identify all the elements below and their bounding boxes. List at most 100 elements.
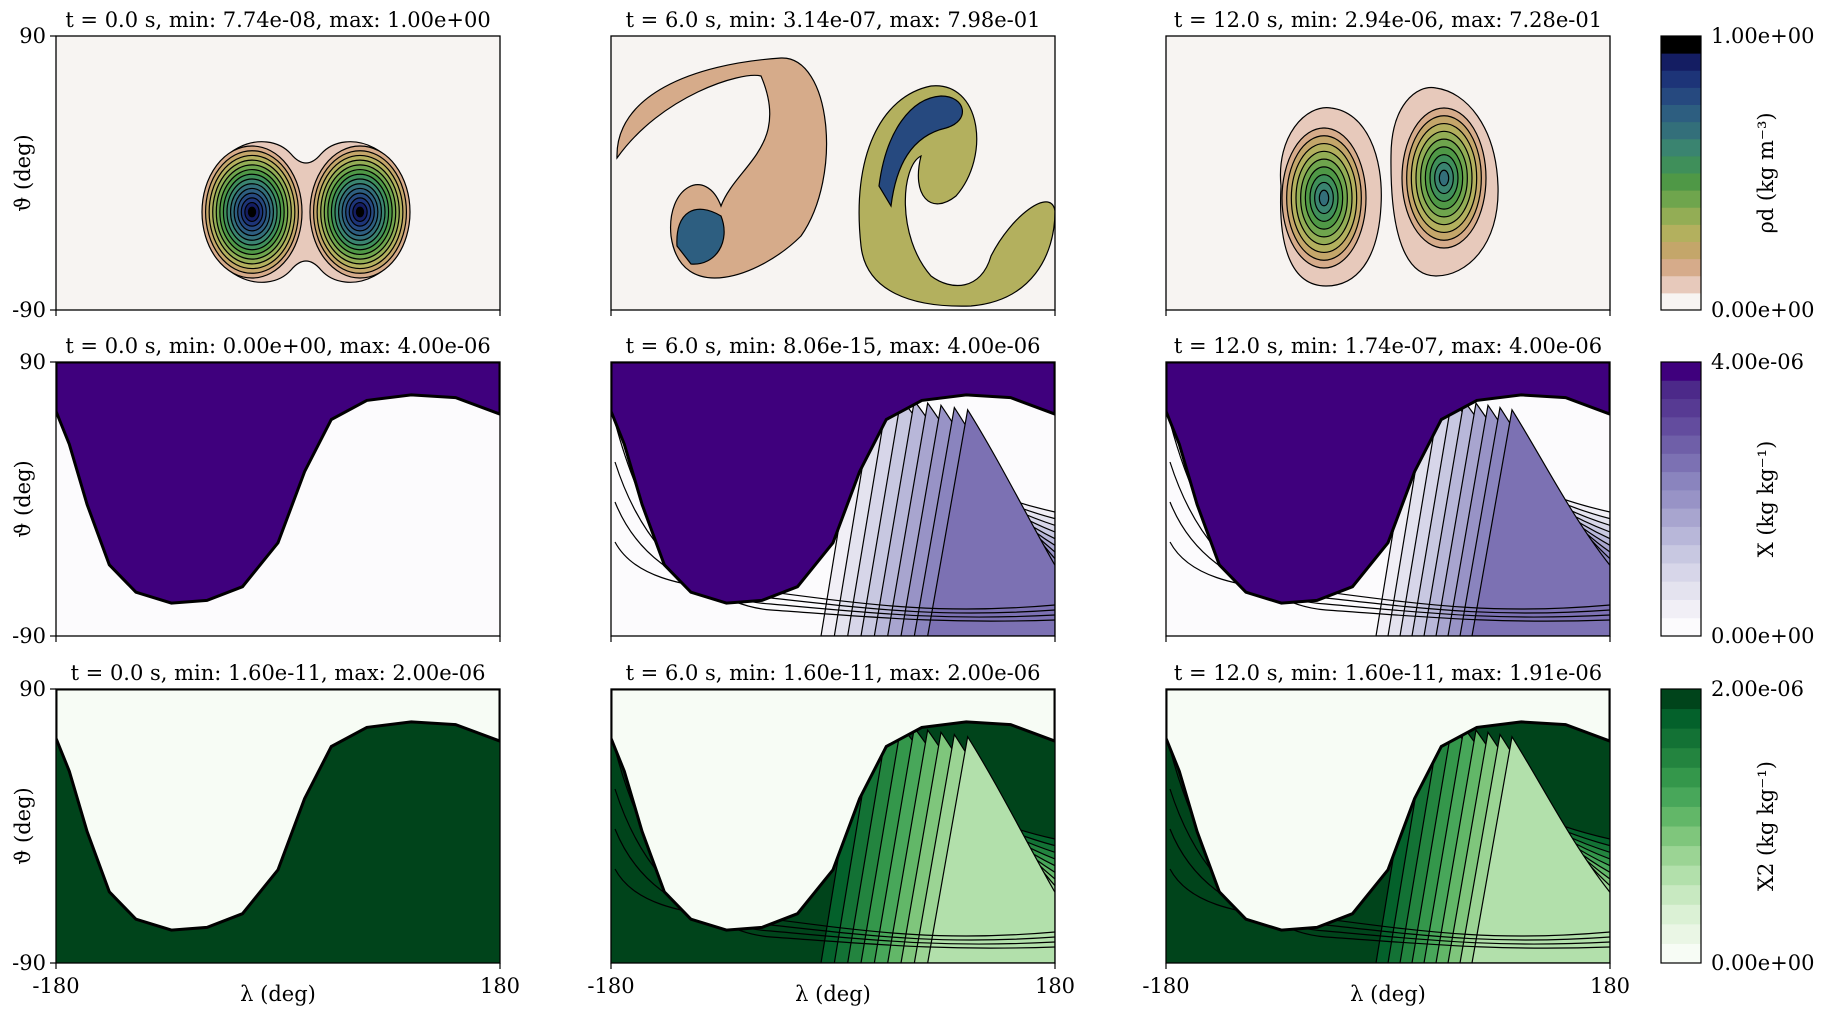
panel-frame xyxy=(55,688,501,964)
y-axis-label: ϑ (deg) xyxy=(11,460,35,537)
y-tick-label: 90 xyxy=(19,677,46,701)
panel-r3-c2: t = 6.0 s, min: 1.60e-11, max: 2.00e-06 -… xyxy=(587,661,1075,1006)
colorbar-swatch xyxy=(1661,36,1701,54)
colorbar-swatch xyxy=(1661,173,1701,191)
panel-plot-area xyxy=(1166,36,1610,310)
colorbar-swatch xyxy=(1661,292,1701,311)
panel-r2-c2: t = 6.0 s, min: 8.06e-15, max: 4.00e-06 xyxy=(610,334,1056,642)
colorbar-swatch xyxy=(1661,398,1701,418)
panel-frame xyxy=(1165,361,1611,637)
colorbar-swatch xyxy=(1661,508,1701,527)
colorbar-swatch xyxy=(1661,416,1701,436)
colorbar-label: X2 (kg kg⁻¹) xyxy=(1754,761,1778,891)
density-contour-level xyxy=(1318,189,1330,207)
colorbar-swatch xyxy=(1661,806,1701,827)
x-axis-label: λ (deg) xyxy=(240,982,316,1006)
panel-r2-c3: t = 12.0 s, min: 1.74e-07, max: 4.00e-06 xyxy=(1165,334,1611,642)
colorbar-swatch xyxy=(1661,544,1701,564)
y-tick-label: -90 xyxy=(12,298,46,322)
colorbar-swatch xyxy=(1661,104,1701,123)
colorbar-swatch xyxy=(1661,904,1701,925)
colorbar-swatch xyxy=(1661,581,1701,600)
y-tick-label: -90 xyxy=(12,951,46,975)
x-tick-label: 180 xyxy=(1035,974,1075,998)
colorbar-r1: 1.00e+00 0.00e+00 ρd (kg m⁻³) xyxy=(1660,24,1815,322)
colorbar-label: ρd (kg m⁻³) xyxy=(1754,112,1778,233)
panel-title: t = 6.0 s, min: 1.60e-11, max: 2.00e-06 xyxy=(626,661,1041,685)
x-tick-label: -180 xyxy=(32,974,79,998)
panel-frame xyxy=(1165,688,1611,964)
y-axis-label: ϑ (deg) xyxy=(11,134,35,211)
panel-background xyxy=(1166,36,1610,310)
tracer-contour-line xyxy=(1169,461,1610,618)
tracer-front xyxy=(611,362,1055,605)
colorbar-swatch xyxy=(1661,884,1701,905)
colorbar-max-label: 4.00e-06 xyxy=(1711,350,1804,374)
x-axis-label: λ (deg) xyxy=(795,982,871,1006)
colorbar-frame xyxy=(1660,35,1702,311)
x-tick-label: -180 xyxy=(587,974,634,998)
colorbar-swatch xyxy=(1661,224,1701,242)
colorbar-swatch xyxy=(1661,923,1701,944)
panel-title: t = 12.0 s, min: 1.74e-07, max: 4.00e-06 xyxy=(1174,334,1602,358)
colorbar-swatch xyxy=(1661,435,1701,454)
density-core-left xyxy=(676,208,725,265)
panel-title: t = 12.0 s, min: 1.60e-11, max: 1.91e-06 xyxy=(1174,661,1602,685)
panel-r1-c2: t = 6.0 s, min: 3.14e-07, max: 7.98e-01 xyxy=(610,8,1056,316)
panel-plot-area xyxy=(611,362,1055,636)
colorbar-swatch xyxy=(1661,845,1701,866)
x-tick-label: 180 xyxy=(480,974,520,998)
colorbar-swatch xyxy=(1661,865,1701,886)
panel-plot-area xyxy=(56,36,500,310)
panel-frame xyxy=(610,688,1056,964)
colorbar-swatch xyxy=(1661,562,1701,582)
colorbar-swatch xyxy=(1661,943,1701,964)
panel-r3-c3: t = 12.0 s, min: 1.60e-11, max: 1.91e-06… xyxy=(1142,661,1630,1006)
density-contour-level xyxy=(1438,169,1450,187)
colorbar-swatch xyxy=(1661,275,1701,294)
x-tick-label: -180 xyxy=(1142,974,1189,998)
y-axis-label: ϑ (deg) xyxy=(11,787,35,864)
colorbar-swatch xyxy=(1661,190,1701,208)
colorbar-frame xyxy=(1660,688,1702,964)
tracer-front xyxy=(611,689,1055,932)
panel-plot-area xyxy=(1166,362,1610,636)
panel-plot-area xyxy=(56,689,500,963)
panel-title: t = 12.0 s, min: 2.94e-06, max: 7.28e-01 xyxy=(1174,8,1602,32)
panel-frame xyxy=(610,35,1056,311)
panel-plot-area xyxy=(1166,689,1610,963)
colorbar-swatch xyxy=(1661,471,1701,491)
density-filament-left xyxy=(616,57,828,279)
colorbar-label: X (kg kg⁻¹) xyxy=(1754,441,1778,558)
panel-frame xyxy=(1165,35,1611,311)
colorbar-min-label: 0.00e+00 xyxy=(1711,624,1815,648)
colorbar-swatch xyxy=(1661,747,1701,768)
x-tick-label: 180 xyxy=(1590,974,1630,998)
colorbar-swatch xyxy=(1661,489,1701,509)
density-contour-level xyxy=(355,206,365,218)
panel-title: t = 0.0 s, min: 1.60e-11, max: 2.00e-06 xyxy=(71,661,486,685)
colorbar-swatch xyxy=(1661,138,1701,157)
panel-title: t = 0.0 s, min: 7.74e-08, max: 1.00e+00 xyxy=(65,8,490,32)
colorbar-min-label: 0.00e+00 xyxy=(1711,298,1815,322)
colorbar-swatch xyxy=(1661,155,1701,174)
colorbar-swatch xyxy=(1661,599,1701,619)
colorbar-swatch xyxy=(1661,526,1701,546)
y-tick-label: 90 xyxy=(19,24,46,48)
colorbar-swatch xyxy=(1661,728,1701,749)
colorbar-swatch xyxy=(1661,617,1701,637)
panel-frame xyxy=(55,35,501,311)
panel-frame xyxy=(55,361,501,637)
colorbar-min-label: 0.00e+00 xyxy=(1711,951,1815,975)
colorbar-swatch xyxy=(1661,70,1701,88)
panel-title: t = 0.0 s, min: 0.00e+00, max: 4.00e-06 xyxy=(65,334,490,358)
colorbar-max-label: 1.00e+00 xyxy=(1711,24,1815,48)
colorbar-swatch xyxy=(1661,826,1701,847)
panel-plot-area xyxy=(56,362,500,636)
colorbar-swatch xyxy=(1661,241,1701,260)
colorbar-swatch xyxy=(1661,258,1701,277)
colorbar-swatch xyxy=(1661,87,1701,105)
tracer-contour-line xyxy=(614,788,1055,945)
panel-title: t = 6.0 s, min: 3.14e-07, max: 7.98e-01 xyxy=(626,8,1041,32)
